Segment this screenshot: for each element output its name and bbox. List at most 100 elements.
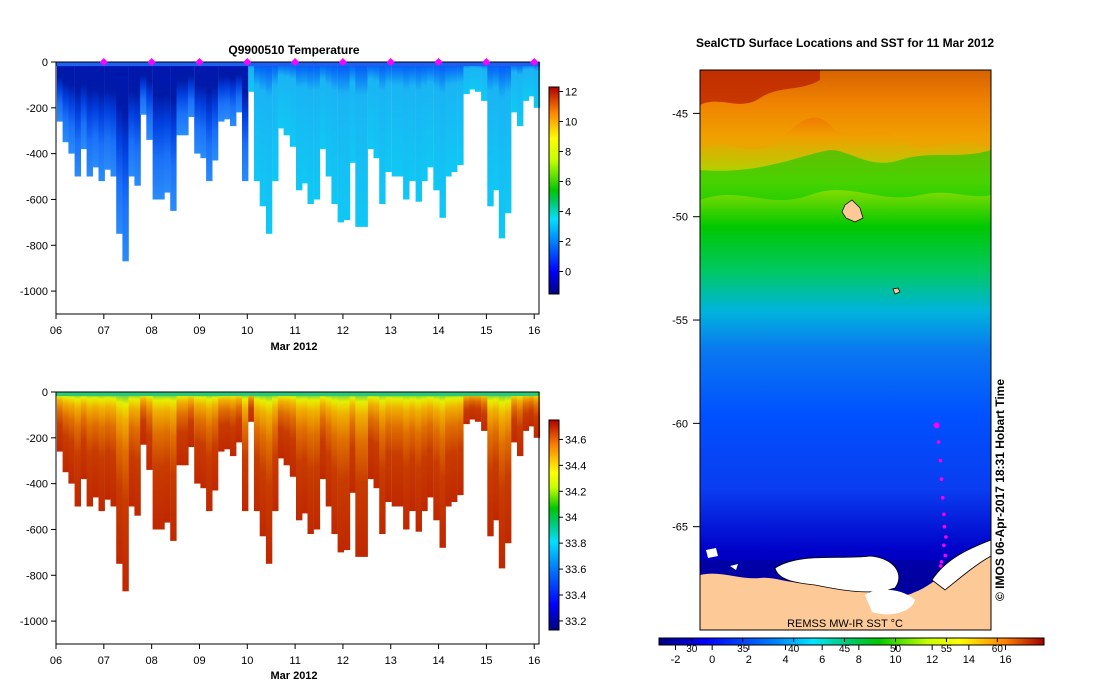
- profile-bar: [409, 392, 416, 512]
- profile-bar: [176, 62, 183, 136]
- profile-bar: [463, 392, 470, 425]
- lat-tick-label: -65: [672, 522, 688, 534]
- profile-marker: [482, 58, 491, 66]
- y-tick-label: -800: [26, 240, 48, 252]
- profile-bar: [170, 392, 177, 541]
- x-tick-label: 09: [193, 655, 205, 667]
- profile-bar: [474, 392, 482, 422]
- profile-bar: [218, 62, 225, 122]
- x-tick-label: 13: [385, 325, 397, 337]
- profile-bar: [152, 62, 159, 200]
- y-tick-label: -800: [26, 570, 48, 582]
- profile-bar: [528, 62, 536, 97]
- x-tick-label: 11: [289, 325, 300, 337]
- profile-bar: [439, 392, 446, 548]
- seal-track: [933, 422, 948, 568]
- salinity-plot-frame: [55, 391, 540, 645]
- sst-tick-label: 0: [709, 654, 715, 666]
- profile-bar: [487, 62, 494, 207]
- profile-bar: [301, 62, 309, 184]
- profile-bar: [92, 392, 99, 498]
- profile-bar: [307, 62, 314, 204]
- profile-bar: [224, 62, 231, 120]
- seal-location: [942, 512, 946, 517]
- profile-bar: [62, 62, 69, 143]
- profile-bar: [367, 392, 375, 480]
- sst-f-tick-label: 30: [686, 644, 698, 655]
- salinity-axes: 0 -200 -400 -600 -800 -1000 06 07 08 09 10 11 12 13 14…: [20, 387, 540, 667]
- temperature-colorbar-ticks: 12 10 8 6 4 2 0: [559, 87, 577, 279]
- x-tick-label: 11: [289, 655, 300, 667]
- salinity-profiles: [56, 392, 541, 592]
- profile-bar: [92, 62, 99, 168]
- profile-bar: [74, 392, 81, 507]
- profile-bar: [421, 62, 428, 182]
- colorbar-tick-label: 10: [565, 117, 577, 129]
- sst-f-tick-label: 50: [890, 644, 902, 655]
- y-tick-label: -400: [26, 479, 48, 491]
- x-tick-label: 06: [50, 655, 62, 667]
- profile-bar: [98, 62, 105, 182]
- profile-bar: [211, 392, 219, 491]
- x-tick-label: 07: [98, 325, 110, 337]
- profile-bar: [373, 62, 380, 159]
- profile-bar: [451, 392, 458, 502]
- profile-bar: [319, 392, 327, 480]
- colorbar-tick-label: 34: [565, 512, 577, 524]
- sst-tick-label: 8: [856, 654, 862, 666]
- x-tick-label: 13: [385, 655, 397, 667]
- profile-bar: [325, 62, 333, 177]
- profile-bar: [469, 392, 476, 420]
- profile-bar: [533, 392, 541, 438]
- profile-bar: [235, 392, 243, 443]
- profile-bar: [110, 392, 117, 507]
- profile-bar: [56, 392, 64, 452]
- profile-bar: [355, 62, 362, 227]
- profile-bar: [140, 392, 147, 445]
- x-tick-label: 15: [480, 655, 492, 667]
- profile-bar: [403, 392, 410, 530]
- profile-bar: [146, 62, 153, 140]
- map-latitude-axis: -45 -50 -55 -60 -65: [672, 108, 700, 534]
- profile-bar: [457, 62, 464, 166]
- profile-bar: [296, 392, 303, 521]
- profile-marker: [99, 58, 108, 66]
- colorbar-tick-label: 33.6: [565, 564, 586, 576]
- profile-bar: [528, 392, 536, 427]
- sst-f-tick-label: 55: [941, 644, 953, 655]
- profile-markers: [99, 58, 539, 66]
- seal-location: [939, 560, 944, 564]
- profile-bar: [415, 392, 422, 532]
- profile-bar: [235, 62, 243, 113]
- profile-bar: [194, 392, 201, 484]
- seal-location: [940, 495, 945, 500]
- x-tick-label: 06: [50, 325, 62, 337]
- profile-bar: [116, 392, 123, 564]
- profile-bar: [253, 392, 261, 512]
- sst-tick-label: 12: [926, 654, 938, 666]
- profile-marker: [338, 58, 347, 66]
- sst-f-tick-label: 40: [788, 644, 800, 655]
- x-tick-label: 10: [241, 655, 253, 667]
- profile-bar: [206, 62, 213, 182]
- profile-bar: [349, 62, 356, 163]
- profile-bar: [218, 392, 225, 452]
- ice-tongue: [865, 589, 915, 615]
- profile-bar: [517, 62, 524, 127]
- y-tick-label: 0: [42, 57, 48, 69]
- profile-bar: [313, 62, 321, 200]
- profile-bar: [248, 62, 255, 92]
- profile-bar: [463, 62, 470, 95]
- colorbar-tick-label: 33.4: [565, 590, 586, 602]
- profile-bar: [56, 62, 64, 122]
- salinity-xlabel: Mar 2012: [270, 670, 317, 682]
- profile-bar: [498, 392, 506, 569]
- x-tick-label: 15: [480, 325, 492, 337]
- profile-bar: [289, 392, 297, 477]
- sst-f-tick-label: 60: [992, 644, 1004, 655]
- profile-bar: [331, 392, 338, 534]
- colorbar-tick-label: 8: [565, 147, 571, 159]
- temperature-xlabel: Mar 2012: [270, 341, 317, 353]
- profile-bar: [481, 392, 488, 431]
- profile-bar: [385, 392, 392, 502]
